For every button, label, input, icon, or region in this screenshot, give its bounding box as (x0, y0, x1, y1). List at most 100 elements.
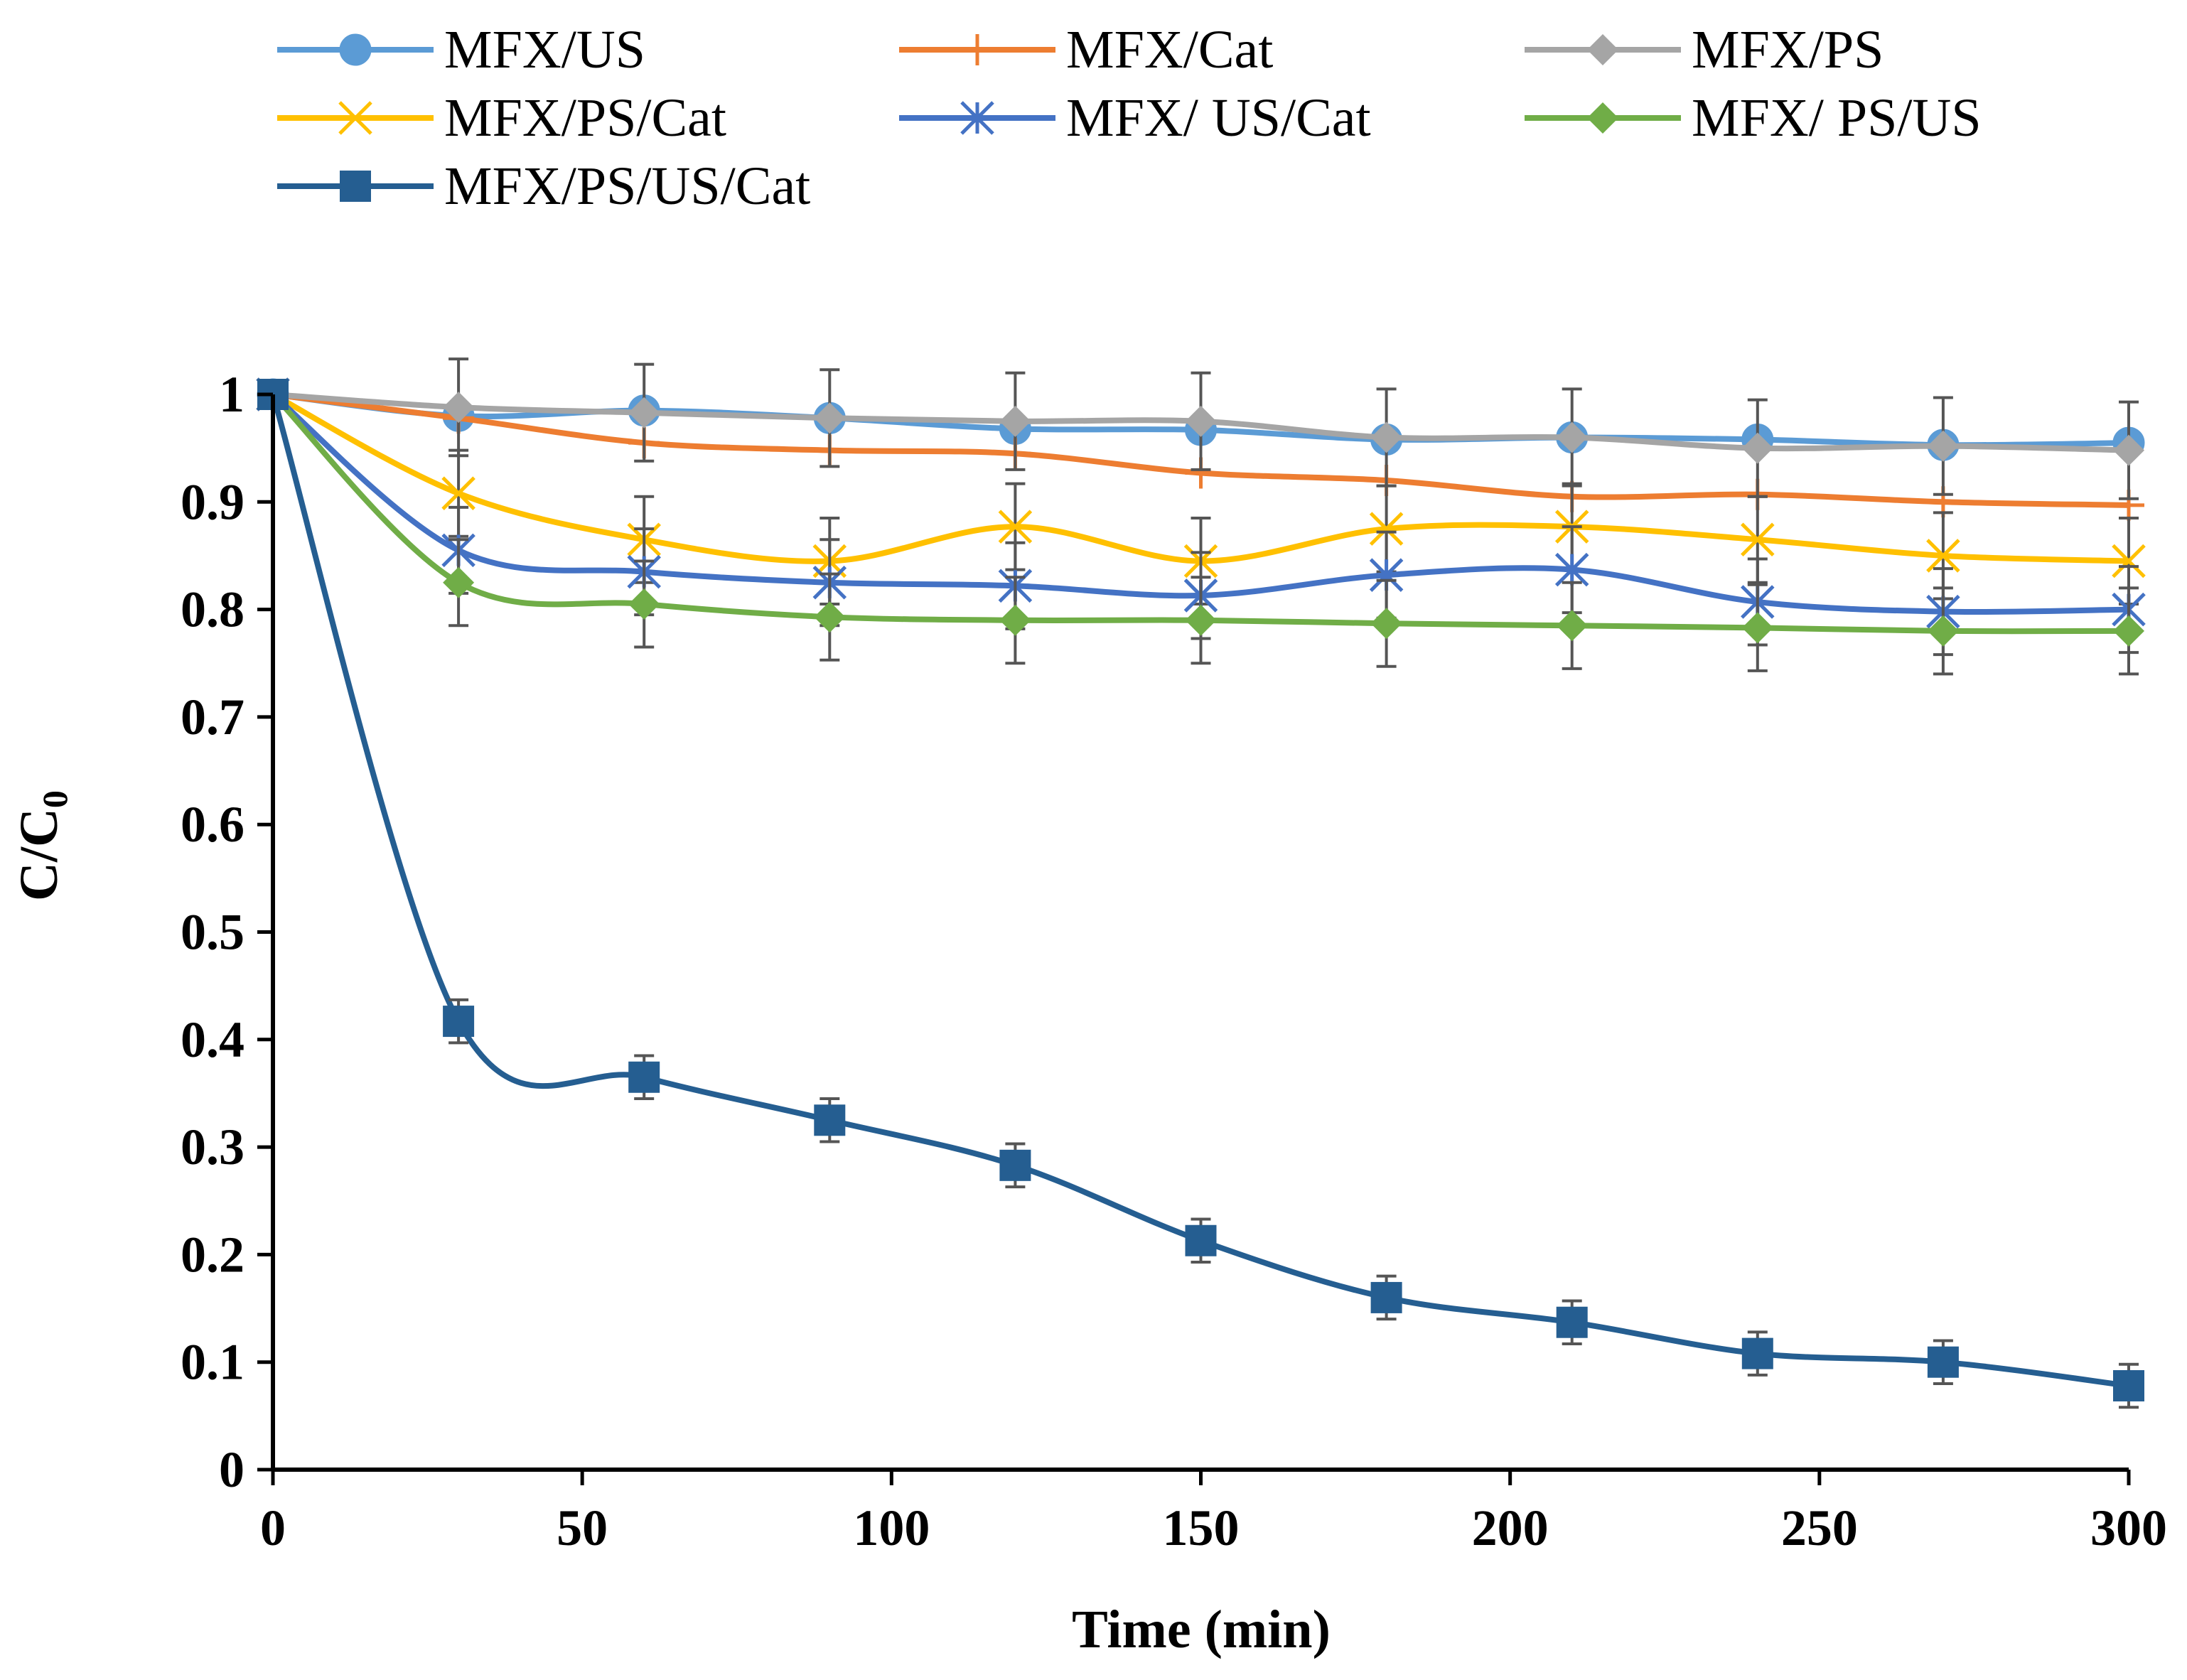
x-axis-title: Time (min) (1072, 1600, 1331, 1659)
data-point-shape (1554, 552, 1589, 587)
data-point-shape (1370, 421, 1402, 453)
legend-marker (339, 33, 372, 66)
legend-marker-shape (962, 34, 993, 65)
y-axis-title-subscript: 0 (35, 790, 75, 808)
data-point (1370, 608, 1402, 640)
y-tick-label: 0.9 (181, 473, 245, 530)
data-point (998, 510, 1033, 544)
y-axis-title-main: C/C (9, 808, 69, 901)
legend-marker-shape (338, 101, 372, 135)
data-point-shape (1556, 421, 1588, 453)
data-point (1741, 432, 1773, 464)
data-point-shape (1370, 1281, 1402, 1313)
plot-area (256, 357, 2146, 1409)
data-point-shape (1741, 612, 1773, 644)
data-point-shape (1741, 522, 1775, 557)
legend-item-3: MFX/PS (1525, 20, 1884, 80)
data-point-shape (2113, 434, 2144, 466)
y-axis-title: C/C0 (9, 790, 75, 901)
data-point (1927, 615, 1959, 647)
data-point (814, 601, 846, 633)
data-point-shape (1556, 610, 1588, 642)
data-point-shape (999, 1149, 1031, 1181)
legend-item-5: MFX/ US/Cat (899, 88, 1371, 148)
legend-marker-shape (960, 101, 994, 135)
data-point (2112, 544, 2146, 578)
x-tick-label: 50 (557, 1499, 608, 1556)
x-tick-label: 100 (853, 1499, 930, 1556)
data-point-shape (814, 402, 846, 434)
data-point (2113, 615, 2144, 647)
data-point (814, 402, 846, 434)
data-point-shape (1370, 608, 1402, 640)
data-point (1741, 1337, 1773, 1369)
data-point-shape (443, 1006, 475, 1038)
data-point-shape (443, 566, 475, 598)
legend-marker (962, 34, 993, 65)
y-tick-label: 0.3 (181, 1119, 245, 1175)
y-tick-label: 0.4 (181, 1011, 245, 1068)
data-point (1370, 1281, 1402, 1313)
legend-marker-shape (1587, 34, 1618, 65)
legend-label: MFX/PS (1692, 20, 1884, 80)
legend-marker (338, 101, 372, 135)
x-tick-label: 150 (1163, 1499, 1240, 1556)
y-tick-label: 0.1 (181, 1334, 245, 1391)
data-point (1370, 421, 1402, 453)
series-6 (257, 379, 2144, 676)
data-point-shape (1741, 432, 1773, 464)
data-point-shape (998, 510, 1033, 544)
data-point (1556, 610, 1588, 642)
legend-marker-shape (339, 33, 372, 66)
data-point (2113, 1369, 2144, 1401)
data-point-shape (999, 604, 1031, 636)
y-tick-label: 0.7 (181, 689, 245, 745)
data-point (1369, 512, 1404, 546)
data-point (2113, 434, 2144, 466)
legend-label: MFX/ US/Cat (1066, 88, 1371, 148)
y-tick-label: 0.2 (181, 1226, 245, 1283)
data-point-shape (441, 476, 475, 510)
legend-label: MFX/PS/Cat (444, 88, 726, 148)
legend-label: MFX/PS/US/Cat (444, 156, 810, 216)
data-point-shape (1927, 615, 1959, 647)
legend-item-4: MFX/PS/Cat (277, 88, 726, 148)
data-point (1185, 405, 1217, 437)
legend-label: MFX/Cat (1066, 20, 1273, 80)
legend-item-2: MFX/Cat (899, 20, 1273, 80)
data-point (1556, 1306, 1588, 1338)
y-tick-label: 0.6 (181, 796, 245, 853)
series-3 (257, 357, 2144, 500)
data-point (628, 588, 660, 620)
data-point (1185, 1224, 1217, 1256)
legend-marker (960, 101, 994, 135)
x-tick-label: 200 (1472, 1499, 1549, 1556)
data-point (628, 397, 660, 429)
data-point (1556, 421, 1588, 453)
y-tick-label: 1 (219, 366, 245, 423)
legend-marker (1587, 102, 1618, 134)
data-point-shape (1185, 1224, 1217, 1256)
data-point (443, 566, 475, 598)
data-point (1927, 430, 1959, 462)
data-point-shape (628, 397, 660, 429)
data-point-shape (1556, 1306, 1588, 1338)
legend-label: MFX/ PS/US (1692, 88, 1982, 148)
y-tick-label: 0 (219, 1441, 245, 1498)
x-tick-label: 0 (260, 1499, 286, 1556)
data-point-shape (814, 601, 846, 633)
data-point-shape (443, 392, 475, 424)
data-point (814, 1104, 846, 1136)
data-point-shape (1741, 1337, 1773, 1369)
legend-marker (340, 171, 371, 202)
legend-marker (1587, 34, 1618, 65)
data-point-shape (1369, 512, 1404, 546)
data-point-shape (1926, 539, 1960, 573)
legend-item-6: MFX/ PS/US (1525, 88, 1982, 148)
y-tick-label: 0.8 (181, 581, 245, 638)
data-point-shape (1927, 430, 1959, 462)
x-tick-label: 250 (1781, 1499, 1858, 1556)
data-point (999, 405, 1031, 437)
data-point (1741, 612, 1773, 644)
